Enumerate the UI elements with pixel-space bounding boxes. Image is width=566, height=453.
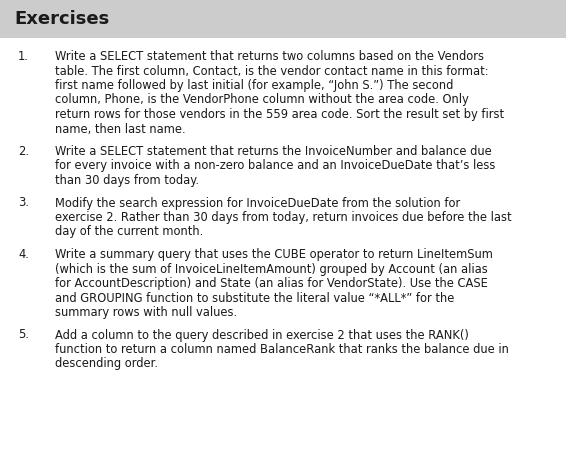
Text: (which is the sum of InvoiceLineItemAmount) grouped by Account (an alias: (which is the sum of InvoiceLineItemAmou… <box>55 262 488 275</box>
Text: column, Phone, is the VendorPhone column without the area code. Only: column, Phone, is the VendorPhone column… <box>55 93 469 106</box>
Text: function to return a column named BalanceRank that ranks the balance due in: function to return a column named Balanc… <box>55 343 509 356</box>
Text: 1.: 1. <box>18 50 29 63</box>
Text: 3.: 3. <box>18 197 29 209</box>
Text: descending order.: descending order. <box>55 357 158 371</box>
Text: than 30 days from today.: than 30 days from today. <box>55 174 199 187</box>
Text: exercise 2. Rather than 30 days from today, return invoices due before the last: exercise 2. Rather than 30 days from tod… <box>55 211 512 224</box>
Text: Write a SELECT statement that returns two columns based on the Vendors: Write a SELECT statement that returns tw… <box>55 50 484 63</box>
Text: Write a summary query that uses the CUBE operator to return LineItemSum: Write a summary query that uses the CUBE… <box>55 248 493 261</box>
Text: for AccountDescription) and State (an alias for VendorState). Use the CASE: for AccountDescription) and State (an al… <box>55 277 488 290</box>
Text: return rows for those vendors in the 559 area code. Sort the result set by first: return rows for those vendors in the 559… <box>55 108 504 121</box>
Text: Modify the search expression for InvoiceDueDate from the solution for: Modify the search expression for Invoice… <box>55 197 460 209</box>
Text: first name followed by last initial (for example, “John S.”) The second: first name followed by last initial (for… <box>55 79 453 92</box>
Text: day of the current month.: day of the current month. <box>55 226 203 238</box>
Text: 5.: 5. <box>18 328 29 342</box>
Text: for every invoice with a non-zero balance and an InvoiceDueDate that’s less: for every invoice with a non-zero balanc… <box>55 159 495 173</box>
Text: 4.: 4. <box>18 248 29 261</box>
Text: and GROUPING function to substitute the literal value “*ALL*” for the: and GROUPING function to substitute the … <box>55 291 454 304</box>
Text: 2.: 2. <box>18 145 29 158</box>
Text: name, then last name.: name, then last name. <box>55 122 186 135</box>
Text: summary rows with null values.: summary rows with null values. <box>55 306 237 319</box>
Text: table. The first column, Contact, is the vendor contact name in this format:: table. The first column, Contact, is the… <box>55 64 488 77</box>
Bar <box>0 0 566 38</box>
Text: Exercises: Exercises <box>14 10 109 28</box>
Text: Write a SELECT statement that returns the InvoiceNumber and balance due: Write a SELECT statement that returns th… <box>55 145 492 158</box>
Text: Add a column to the query described in exercise 2 that uses the RANK(): Add a column to the query described in e… <box>55 328 469 342</box>
